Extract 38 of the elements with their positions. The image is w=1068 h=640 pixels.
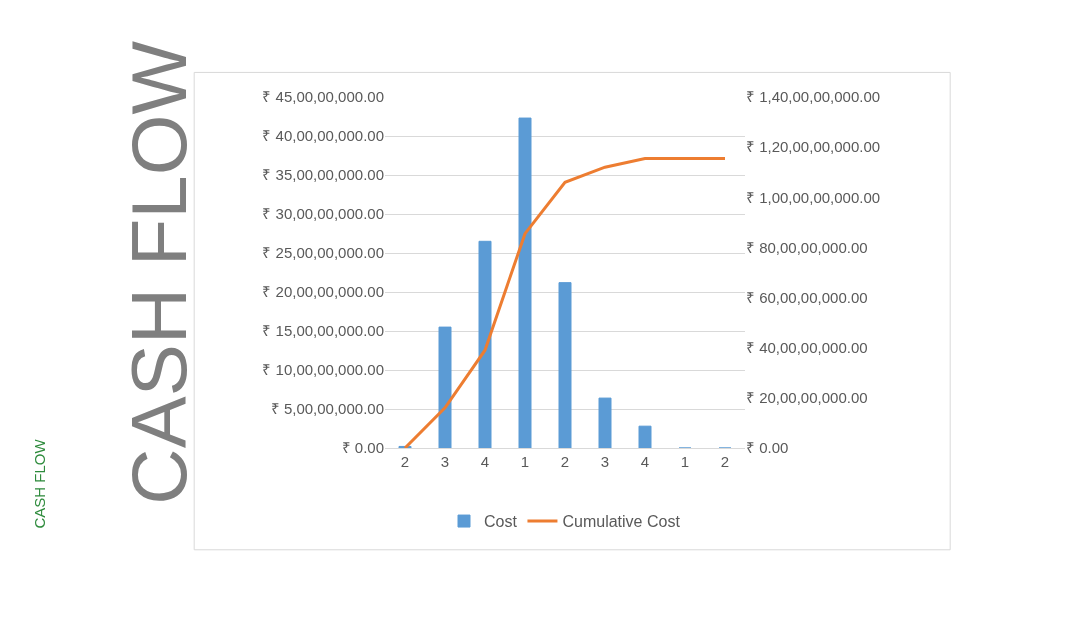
y-tick-label: ₹ 40,00,00,000.00 — [262, 127, 384, 145]
y-tick-label: ₹ 0.00 — [341, 439, 384, 457]
y-tick-label: ₹ 25,00,00,000.00 — [262, 244, 384, 262]
x-tick-label: 4 — [640, 453, 650, 470]
text: CASH FLOW — [114, 40, 203, 505]
legend-label: Cost — [484, 513, 518, 531]
y2-tick-label: ₹ 0.00 — [746, 439, 789, 457]
bar — [518, 117, 532, 448]
y2-tick-label: ₹ 1,40,00,00,000.00 — [746, 88, 881, 106]
line-series — [403, 156, 727, 448]
y2-tick-label: ₹ 40,00,00,000.00 — [746, 338, 868, 356]
x-tick-label: 3 — [600, 453, 610, 470]
x-tick-label: 1 — [680, 453, 690, 470]
y-tick-label: ₹ 45,00,00,000.00 — [262, 88, 384, 106]
x-tick-label: 3 — [440, 453, 450, 470]
y2-tick-label: ₹ 80,00,00,000.00 — [746, 238, 868, 256]
bar — [558, 282, 572, 448]
bar — [478, 240, 492, 448]
legend-label: Cumulative Cost — [562, 513, 681, 531]
y-tick-label: ₹ 30,00,00,000.00 — [262, 205, 384, 223]
y2-tick-label: ₹ 60,00,00,000.00 — [746, 288, 868, 306]
bar — [438, 326, 452, 448]
x-tick-label: 1 — [520, 453, 530, 470]
y-tick-label: ₹ 15,00,00,000.00 — [262, 322, 384, 340]
y-tick-label: ₹ 10,00,00,000.00 — [262, 361, 384, 379]
x-tick-label: 2 — [560, 453, 570, 470]
text: CASH FLOW — [31, 438, 49, 529]
y-tick-label: ₹ 20,00,00,000.00 — [262, 283, 384, 301]
y-tick-label: ₹ 35,00,00,000.00 — [262, 166, 384, 184]
y-tick-label: ₹ 5,00,00,000.00 — [270, 400, 384, 418]
x-tick-label: 4 — [480, 453, 490, 470]
y2-tick-label: ₹ 1,00,00,00,000.00 — [746, 188, 881, 206]
x-tick-label: 2 — [720, 453, 730, 470]
y2-tick-label: ₹ 20,00,00,000.00 — [746, 389, 868, 407]
x-tick-label: 2 — [400, 453, 410, 470]
bar — [598, 397, 612, 448]
bar — [638, 425, 652, 448]
y2-tick-label: ₹ 1,20,00,00,000.00 — [746, 138, 881, 156]
